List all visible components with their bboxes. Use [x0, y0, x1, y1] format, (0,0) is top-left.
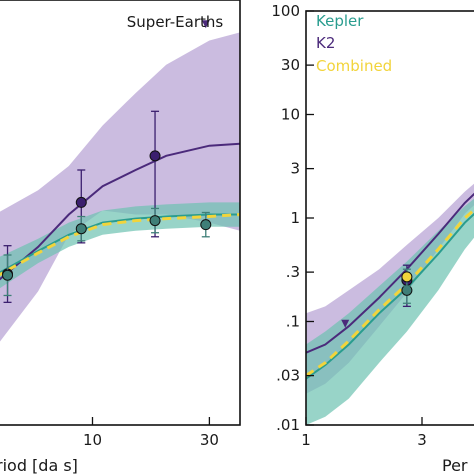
data-point-kepler: [200, 219, 212, 231]
data-point-combined: [401, 271, 413, 283]
y-tick-label: 3: [290, 160, 300, 178]
x-tick-label: 30: [200, 431, 219, 449]
data-point-kepler: [75, 223, 87, 235]
curve-kepler-right: [306, 212, 474, 380]
upper-limit-marker-k2: [201, 20, 210, 29]
panel-period: 1 3 .01 .03 .1 .3 1 3 10 30 100 Kepler K2 Combined…: [271, 2, 474, 474]
x-tick-label: 1: [301, 431, 311, 449]
y-tick-label: .1: [286, 313, 300, 331]
x-tick-label: 3: [417, 431, 427, 449]
legend-entry-combined: Combined: [316, 57, 392, 75]
plot-frame-left: [0, 0, 241, 426]
data-point-kepler: [401, 284, 413, 296]
panel-super-earths: 10 30 Super-Earths riod [da s]: [0, 0, 241, 474]
curve-k2-left: [0, 142, 240, 281]
band-kepler-right: [306, 198, 474, 425]
x-axis-label-right: Per: [442, 456, 468, 474]
y-tick-label: 10: [281, 106, 300, 124]
band-kepler-left: [0, 202, 240, 289]
y-tick-label: 1: [290, 209, 300, 227]
data-point-k2: [75, 196, 87, 208]
data-point-kepler: [149, 215, 161, 227]
y-tick-label: 30: [281, 56, 300, 74]
y-tick-label: 100: [271, 2, 300, 20]
data-point-kepler: [2, 269, 14, 281]
panel-title-super-earths: Super-Earths: [127, 13, 224, 31]
x-axis-label-left: riod [da s]: [0, 456, 78, 474]
y-tick-label: .01: [276, 416, 300, 434]
data-point-k2: [149, 150, 161, 162]
curve-combined-right: [306, 208, 474, 377]
legend-entry-k2: K2: [316, 34, 335, 52]
curve-k2-right: [306, 192, 474, 354]
upper-limit-marker-k2: [341, 319, 350, 328]
curve-combined-left: [0, 213, 240, 277]
legend-entry-kepler: Kepler: [316, 12, 364, 30]
legend: Kepler K2 Combined: [316, 12, 392, 75]
x-tick-label: 10: [83, 431, 102, 449]
y-tick-label: .3: [286, 263, 300, 281]
band-k2-left: [0, 32, 240, 342]
y-tick-label: .03: [276, 367, 300, 385]
curve-kepler-left: [0, 213, 240, 274]
